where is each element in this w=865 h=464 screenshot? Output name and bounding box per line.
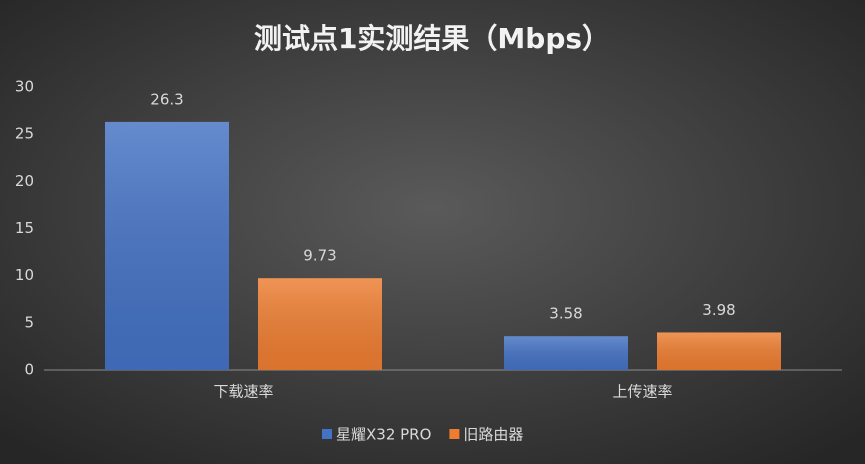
x-tick-label: 下载速率 [213, 383, 273, 401]
data-label: 3.98 [702, 301, 735, 319]
bar-shine [258, 278, 382, 370]
legend-swatch [322, 429, 332, 439]
data-label: 9.73 [303, 247, 336, 265]
y-tick-label: 10 [15, 266, 34, 284]
data-label: 3.58 [549, 305, 582, 323]
y-tick-label: 25 [15, 125, 34, 143]
legend-swatch [449, 429, 460, 439]
y-tick-label: 5 [24, 313, 34, 331]
bar-shine [657, 332, 781, 370]
y-tick-label: 30 [15, 78, 34, 96]
chart-title: 测试点1实测结果（Mbps） [254, 22, 610, 55]
bar-shine [105, 121, 229, 370]
y-tick-label: 20 [15, 172, 34, 190]
data-label: 26.3 [150, 90, 183, 108]
legend-label: 旧路由器 [463, 426, 523, 444]
x-tick-label: 上传速率 [612, 383, 672, 401]
y-tick-label: 0 [24, 361, 34, 379]
y-tick-label: 15 [15, 219, 34, 237]
legend-label: 星耀X32 PRO [336, 426, 431, 444]
bar-shine [504, 336, 628, 370]
